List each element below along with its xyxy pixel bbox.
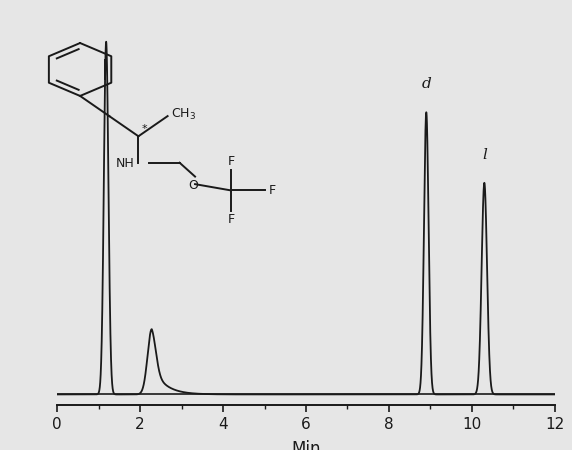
Text: d: d — [422, 77, 431, 91]
Text: CH$_3$: CH$_3$ — [171, 107, 196, 122]
Text: F: F — [228, 212, 235, 225]
Text: F: F — [228, 155, 235, 168]
Text: *: * — [141, 124, 147, 134]
Text: O: O — [188, 179, 198, 192]
Text: F: F — [269, 184, 276, 197]
X-axis label: Min: Min — [291, 440, 321, 450]
Text: NH: NH — [116, 158, 134, 171]
Text: l: l — [482, 148, 487, 162]
